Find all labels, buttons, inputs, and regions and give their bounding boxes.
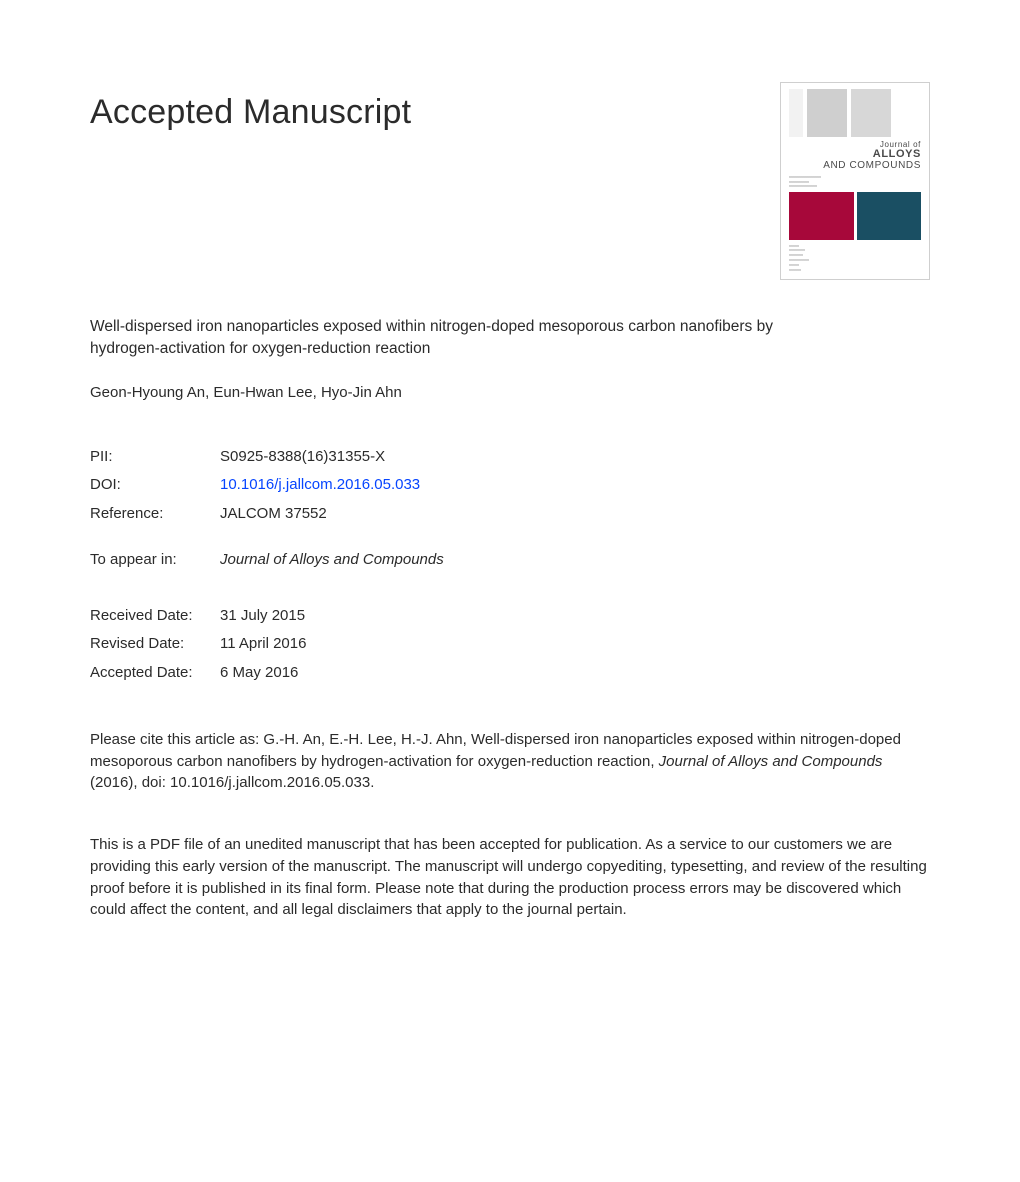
- citation-journal: Journal of Alloys and Compounds: [659, 753, 883, 770]
- meta-label: Accepted Date:: [90, 663, 220, 683]
- cover-block-1: [789, 192, 854, 240]
- meta-row-revised: Revised Date: 11 April 2016: [90, 634, 930, 654]
- header-row: Accepted Manuscript Journal of ALLOYS AN…: [90, 90, 930, 280]
- meta-label: To appear in:: [90, 550, 220, 570]
- cover-footer-text: xxxxxxxxxxxxxxxxxxxxxxxxxxxxxxxxxxxxxxxx…: [781, 240, 929, 277]
- meta-value: S0925-8388(16)31355-X: [220, 447, 385, 467]
- cover-top-strip: [781, 83, 929, 139]
- meta-label: DOI:: [90, 475, 220, 495]
- cover-color-blocks: [781, 192, 929, 240]
- meta-value: 11 April 2016: [220, 634, 306, 654]
- meta-label: Reference:: [90, 504, 220, 524]
- meta-label: PII:: [90, 447, 220, 467]
- paper-authors: Geon-Hyoung An, Eun-Hwan Lee, Hyo-Jin Ah…: [90, 383, 930, 403]
- cover-block-2: [857, 192, 922, 240]
- meta-row-received: Received Date: 31 July 2015: [90, 606, 930, 626]
- meta-value: JALCOM 37552: [220, 504, 327, 524]
- page-heading: Accepted Manuscript: [90, 90, 411, 136]
- meta-row-appear: To appear in: Journal of Alloys and Comp…: [90, 550, 930, 570]
- journal-cover-thumbnail: Journal of ALLOYS AND COMPOUNDS xxxxxxxx…: [780, 82, 930, 280]
- meta-value-journal: Journal of Alloys and Compounds: [220, 550, 444, 570]
- cover-spine-block: [807, 89, 847, 137]
- citation-suffix: (2016), doi: 10.1016/j.jallcom.2016.05.0…: [90, 774, 374, 791]
- citation-block: Please cite this article as: G.-H. An, E…: [90, 729, 930, 794]
- meta-row-reference: Reference: JALCOM 37552: [90, 504, 930, 524]
- cover-subtitle-text: xxxxxxxxxxxxxxxxxxxxxxxxxxxxxxxxxxxxxxxx: [781, 175, 929, 191]
- cover-journal-title: Journal of ALLOYS AND COMPOUNDS: [781, 139, 929, 175]
- cover-issn-block: [895, 89, 921, 137]
- paper-title: Well-dispersed iron nanoparticles expose…: [90, 316, 790, 361]
- meta-value: 31 July 2015: [220, 606, 305, 626]
- doi-link[interactable]: 10.1016/j.jallcom.2016.05.033: [220, 475, 420, 495]
- meta-row-pii: PII: S0925-8388(16)31355-X: [90, 447, 930, 467]
- spacer: [90, 578, 930, 606]
- disclaimer-text: This is a PDF file of an unedited manusc…: [90, 834, 930, 921]
- meta-row-accepted: Accepted Date: 6 May 2016: [90, 663, 930, 683]
- meta-value: 6 May 2016: [220, 663, 298, 683]
- cover-publisher-logo: [789, 89, 803, 137]
- cover-title-line: AND COMPOUNDS: [789, 161, 921, 172]
- meta-label: Received Date:: [90, 606, 220, 626]
- meta-label: Revised Date:: [90, 634, 220, 654]
- cover-spine-block: [851, 89, 891, 137]
- meta-row-doi: DOI: 10.1016/j.jallcom.2016.05.033: [90, 475, 930, 495]
- metadata-table: PII: S0925-8388(16)31355-X DOI: 10.1016/…: [90, 447, 930, 683]
- spacer: [90, 532, 930, 550]
- title-block: Well-dispersed iron nanoparticles expose…: [90, 316, 930, 403]
